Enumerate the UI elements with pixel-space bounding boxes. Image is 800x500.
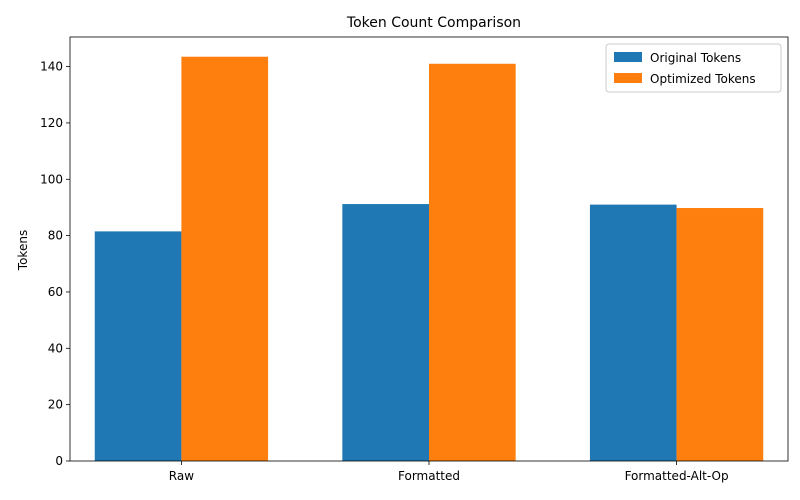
- bar-original-1: [342, 204, 429, 461]
- legend-swatch-1: [614, 73, 642, 83]
- y-tick-label: 120: [40, 116, 63, 130]
- legend-label-1: Optimized Tokens: [650, 72, 756, 86]
- legend-swatch-0: [614, 52, 642, 62]
- y-tick-label: 60: [48, 285, 63, 299]
- y-axis-label: Tokens: [16, 230, 30, 271]
- bar-original-2: [589, 204, 677, 461]
- legend-label-0: Original Tokens: [650, 51, 741, 65]
- x-tick-label: Formatted: [398, 469, 460, 483]
- bar-optimized-2: [676, 208, 764, 461]
- legend-frame: [605, 43, 782, 93]
- y-tick-label: 0: [55, 454, 63, 468]
- y-tick-label: 80: [48, 229, 63, 243]
- bar-optimized-1: [429, 63, 516, 461]
- legend: Original Tokens Optimized Tokens: [605, 43, 782, 93]
- y-tick-label: 20: [48, 398, 63, 412]
- bar-optimized-0: [181, 56, 269, 461]
- x-tick-label: Raw: [169, 469, 194, 483]
- y-tick-label: 40: [48, 341, 63, 355]
- x-tick-label: Formatted-Alt-Op: [625, 469, 729, 483]
- y-tick-label: 140: [40, 60, 63, 74]
- chart-title: Token Count Comparison: [346, 15, 521, 31]
- bars-layer: [94, 56, 764, 461]
- bar-original-0: [94, 231, 182, 461]
- axes-layer: 0 20 40 60 80 100 120 140 Raw Formatted Formatted-…: [40, 36, 789, 483]
- y-tick-label: 100: [40, 172, 63, 186]
